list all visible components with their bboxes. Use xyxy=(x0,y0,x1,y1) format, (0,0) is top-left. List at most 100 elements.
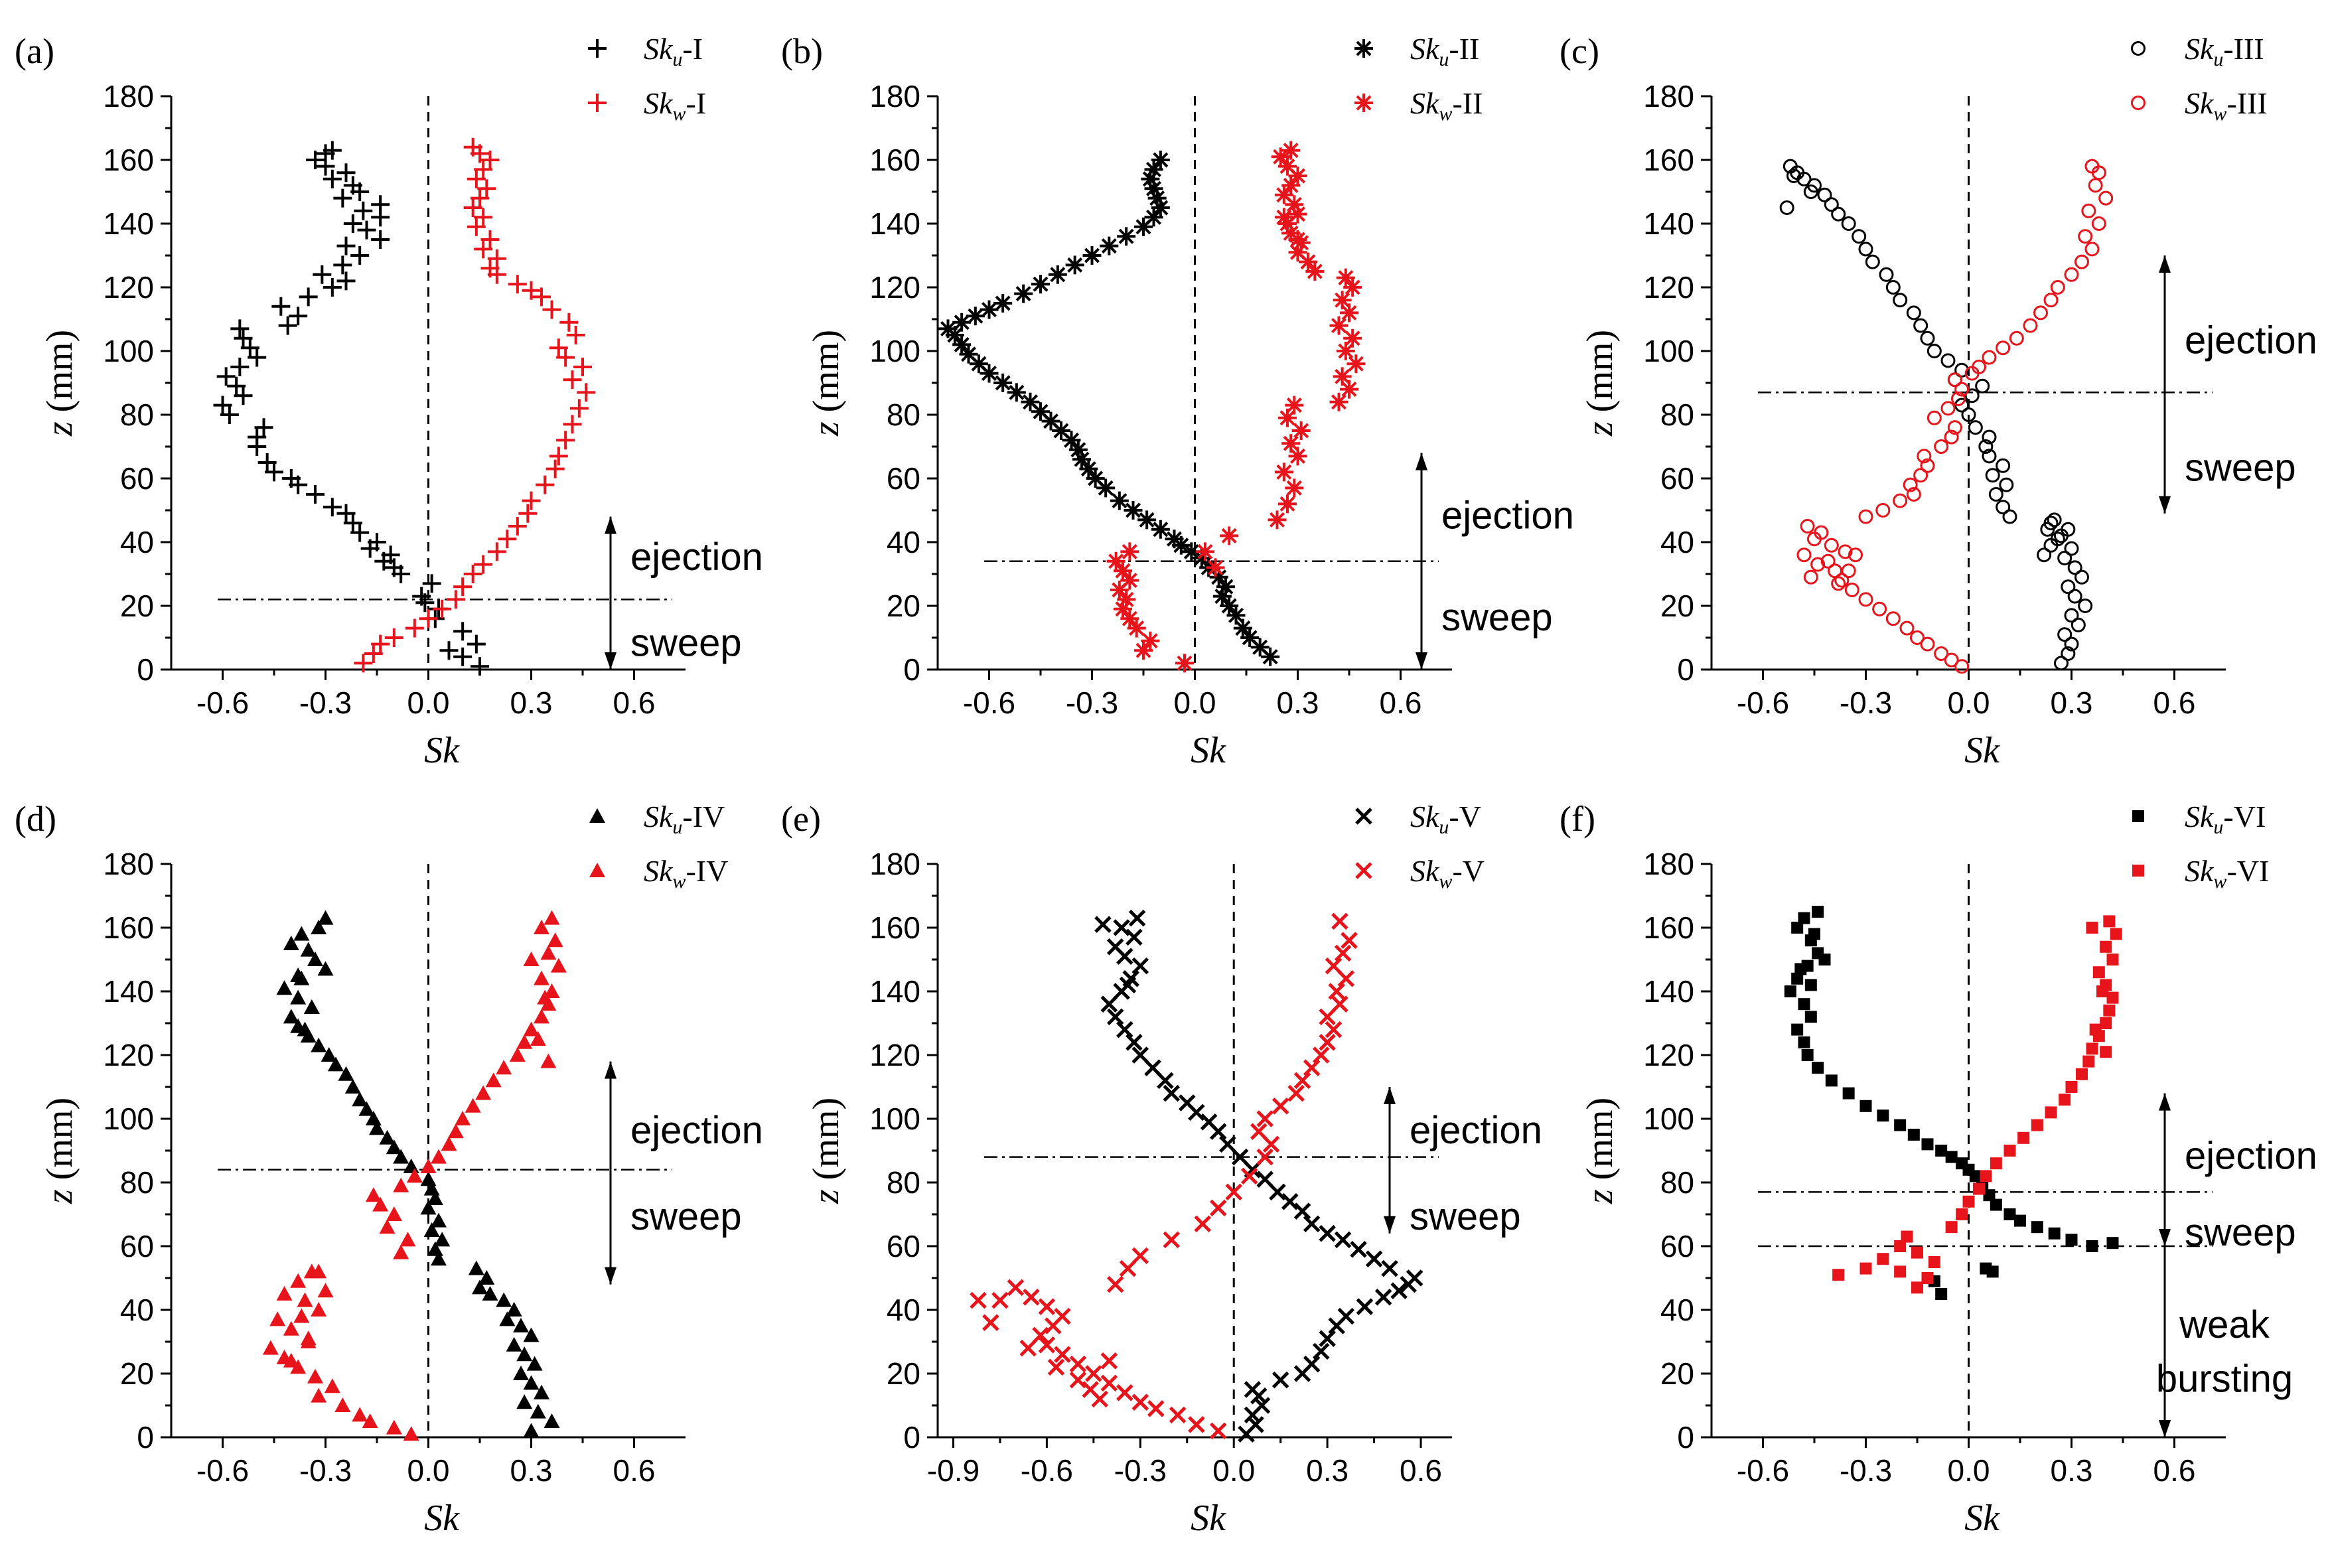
sku-point xyxy=(1982,429,1997,445)
x-tick-label: 0.6 xyxy=(613,685,656,720)
y-tick-label: 40 xyxy=(120,1293,154,1327)
skw-point xyxy=(477,179,496,198)
skw-point xyxy=(1901,1230,1913,1243)
sku-point xyxy=(281,469,301,488)
skw-point xyxy=(2076,1068,2088,1080)
y-tick-label: 120 xyxy=(869,270,920,305)
skw-point xyxy=(566,326,585,344)
sku-point xyxy=(1913,318,1928,333)
sku-point xyxy=(2054,656,2069,671)
skw-point xyxy=(1800,519,1815,534)
y-tick-label: 0 xyxy=(137,1420,154,1455)
skw-point xyxy=(1120,542,1139,561)
sku-point xyxy=(293,926,310,941)
y-tick-label: 60 xyxy=(1660,1229,1694,1263)
sku-point xyxy=(1312,1342,1330,1360)
sku-point xyxy=(1985,468,2000,483)
skw-point xyxy=(1858,592,1873,607)
x-tick-label: -0.3 xyxy=(1840,685,1892,720)
sku-point xyxy=(1219,1135,1236,1153)
legend-marker xyxy=(2132,810,2144,822)
sku-point xyxy=(1975,378,1990,393)
sku-point xyxy=(381,545,400,565)
skw-point xyxy=(1325,957,1343,975)
sku-point xyxy=(1007,383,1026,402)
sku-point xyxy=(506,1302,522,1317)
skw-point xyxy=(1838,544,1853,559)
skw-point xyxy=(419,609,438,628)
legend-entry: Sku-III xyxy=(2185,32,2264,70)
sku-point xyxy=(530,1403,546,1419)
skw-point xyxy=(1940,401,1956,416)
skw-point xyxy=(991,1291,1009,1309)
x-tick-label: 0.0 xyxy=(407,685,450,720)
sku-point xyxy=(1852,229,1867,244)
skw-point xyxy=(471,188,489,208)
skw-point xyxy=(1281,141,1301,160)
skw-point xyxy=(1114,599,1132,618)
annotation-ejection: ejection xyxy=(630,1109,763,1152)
skw-point xyxy=(311,1388,327,1403)
arrow-head xyxy=(2159,1093,2171,1111)
sku-point xyxy=(496,1292,512,1307)
skw-point xyxy=(542,300,561,319)
x-tick-label: -0.6 xyxy=(196,685,249,720)
annotation-bursting: bursting xyxy=(2156,1358,2293,1401)
skw-point xyxy=(2009,330,2024,346)
sku-point xyxy=(544,1413,560,1428)
skw-point xyxy=(2103,915,2116,928)
skw-point xyxy=(1796,547,1812,563)
sku-point xyxy=(2065,1234,2078,1246)
skw-point xyxy=(1328,983,1345,1000)
skw-point xyxy=(534,1009,549,1024)
skw-point xyxy=(1299,252,1317,271)
sku-point xyxy=(1065,255,1084,275)
sku-point xyxy=(1817,187,1832,202)
skw-point xyxy=(1206,558,1225,577)
skw-point xyxy=(1281,434,1301,453)
skw-point xyxy=(2045,1106,2057,1119)
sku-point xyxy=(1031,402,1050,421)
skw-point xyxy=(1110,581,1129,599)
skw-point xyxy=(475,1085,492,1100)
sku-point xyxy=(240,338,259,358)
sku-point xyxy=(1106,1008,1124,1026)
y-tick-label: 60 xyxy=(120,1229,154,1263)
skw-point xyxy=(1054,1346,1071,1363)
sku-point xyxy=(1978,439,1994,454)
skw-point xyxy=(1996,340,2011,356)
sku-point xyxy=(1779,200,1794,215)
sku-point xyxy=(1319,1225,1336,1242)
x-tick-label: 0.3 xyxy=(2051,1453,2093,1488)
sku-point xyxy=(2057,627,2073,642)
skw-point xyxy=(1175,654,1194,673)
sku-point xyxy=(333,188,352,208)
skw-point xyxy=(1859,1262,1872,1275)
skw-point xyxy=(532,287,551,307)
panel-label: (c) xyxy=(1560,31,1599,71)
sku-point xyxy=(1803,184,1818,199)
sku-point xyxy=(384,558,403,577)
skw-point xyxy=(405,618,424,638)
skw-point xyxy=(1899,620,1915,636)
skw-point xyxy=(2023,318,2038,333)
sku-point xyxy=(368,533,386,551)
sku-point xyxy=(1110,491,1129,510)
skw-point xyxy=(1091,1390,1109,1408)
sku-point xyxy=(1233,618,1252,638)
sku-point xyxy=(2067,589,2082,604)
skw-point xyxy=(1844,583,1859,597)
annotation-sweep: sweep xyxy=(1441,596,1553,639)
y-tick-label: 20 xyxy=(1660,589,1694,623)
sku-point xyxy=(1226,606,1246,625)
skw-point xyxy=(307,1368,323,1384)
arrow-head xyxy=(1384,1087,1396,1104)
skw-point xyxy=(1911,1246,1923,1259)
skw-point xyxy=(1305,262,1325,281)
skw-point xyxy=(474,160,493,179)
x-tick-label: 0.0 xyxy=(407,1453,450,1488)
skw-point xyxy=(569,399,589,418)
legend-entry: Sku-II xyxy=(1410,32,1479,70)
skw-point xyxy=(487,249,506,268)
skw-point xyxy=(1250,1123,1268,1140)
